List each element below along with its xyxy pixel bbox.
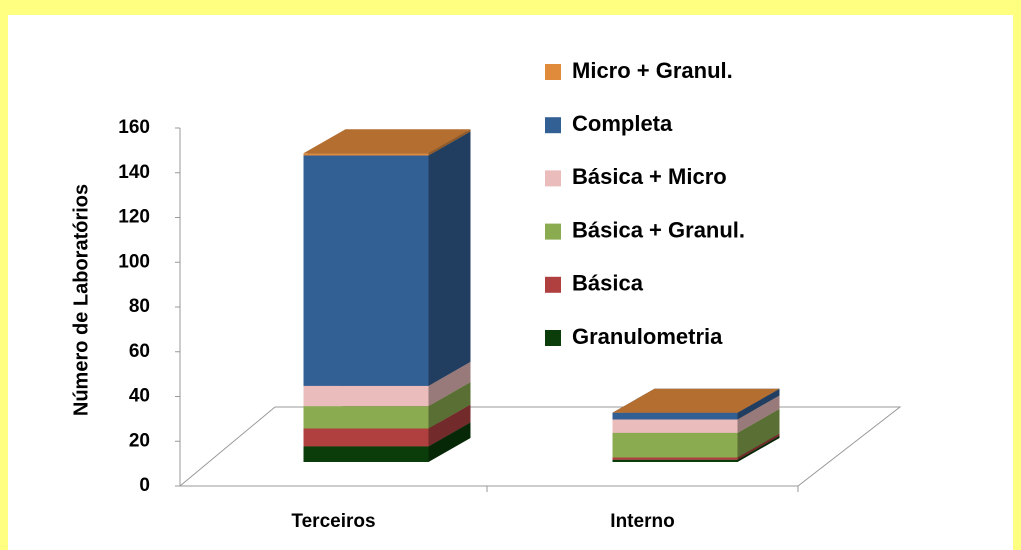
bar-face [303,428,429,447]
y-tick-label: 20 [129,430,150,451]
bar-face [303,155,429,386]
bar-face [612,457,738,460]
bar-face [303,446,429,462]
y-tick-label: 80 [129,296,150,317]
bar-face [612,459,738,462]
bar-face [612,419,738,433]
bar-segment [303,131,471,386]
floor [178,406,902,487]
legend-swatch [545,223,561,240]
legend-swatch [545,170,561,187]
legend-label: Micro + Granul. [572,58,733,83]
bar-face [737,395,780,433]
y-tick-label: 60 [129,341,150,362]
y-tick-label: 120 [118,207,150,228]
y-tick-label: 140 [118,162,150,183]
y-axis-label: Número de Laboratórios [70,184,92,416]
bar-face [428,129,471,156]
bar-face [428,131,471,386]
legend-swatch [545,330,561,346]
bar-face [303,406,429,429]
bar-face [428,382,471,429]
y-tick-label: 160 [118,117,150,138]
bar-segment [303,129,471,156]
legend-swatch [545,64,561,80]
legend-swatch [545,276,561,293]
bar-face [737,433,780,460]
y-tick-label: 100 [118,251,150,272]
legend-label: Básica + Granul. [572,217,745,242]
legend-label: Granulometria [572,324,723,349]
bar-face [737,435,780,462]
x-tick-label: Interno [610,511,674,532]
legend-label: Básica [572,271,644,296]
bar-face [428,404,471,447]
y-tick-label: 0 [139,475,150,496]
bar-face [303,385,429,407]
bar-face [303,153,429,156]
x-tick-label: Terceiros [291,511,375,532]
bar-face [428,422,471,462]
bar-face [303,129,471,154]
bar-face [737,408,780,458]
bar-face [612,388,780,413]
legend-label: Completa [572,111,673,136]
bar-segment [612,388,780,413]
bar-face [612,412,738,420]
bar-face [737,388,780,420]
bar-face [428,361,471,407]
chart-area [8,15,1013,550]
legend-swatch [545,117,561,134]
y-tick-label: 40 [129,386,150,407]
bar-face [612,432,738,458]
legend-label: Básica + Micro [572,164,727,189]
